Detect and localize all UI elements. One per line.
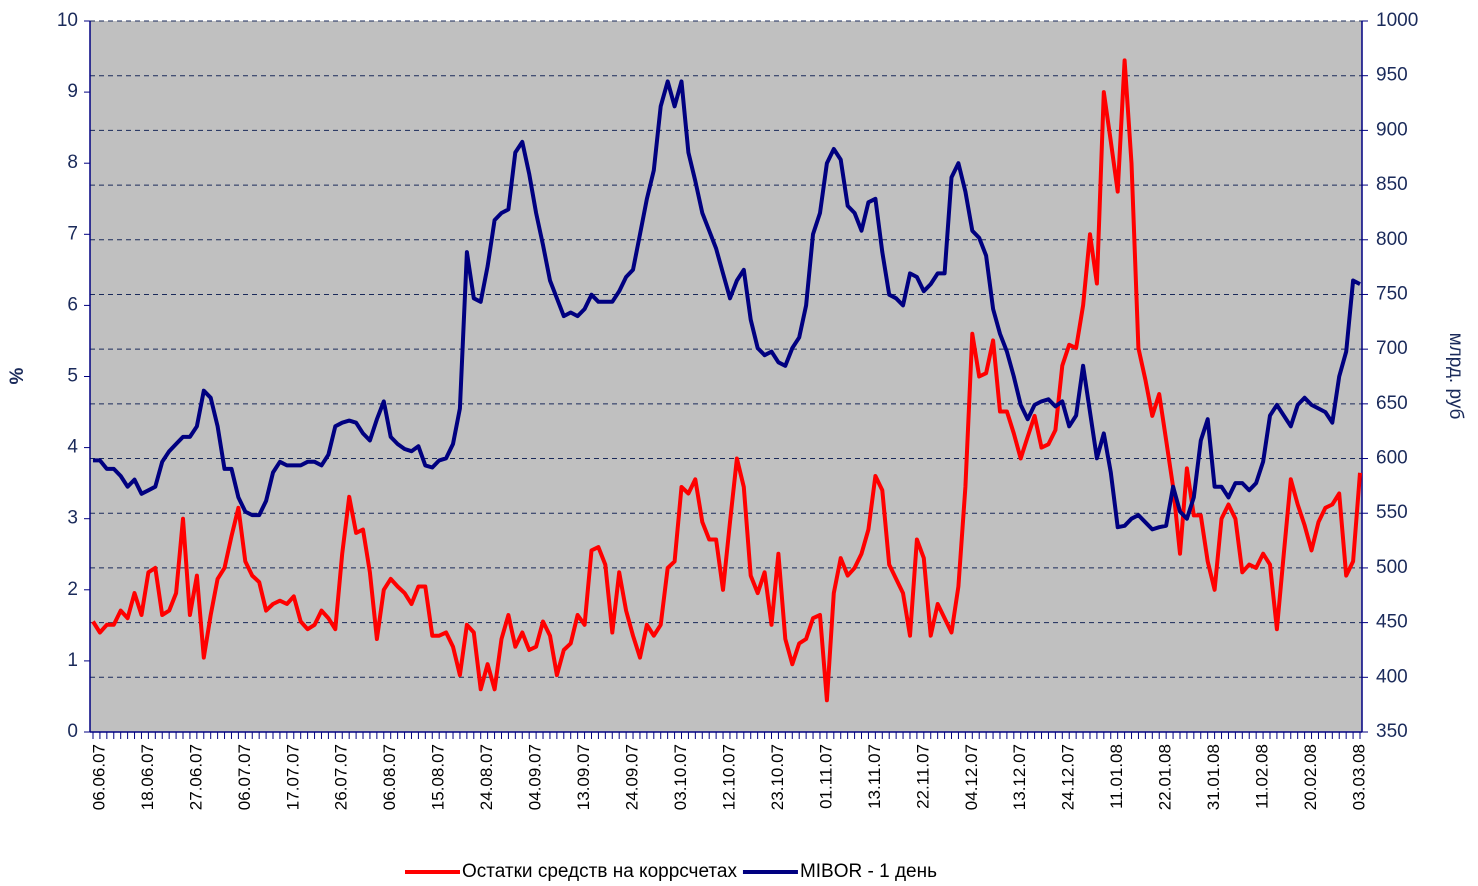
x-tick-label: 03.10.07 [671,744,690,810]
y-tick-label: 1 [67,650,78,671]
y2-tick-label: 500 [1376,557,1408,578]
x-tick-label: 06.07.07 [235,744,254,810]
y-tick-label: 0 [67,721,78,742]
y-tick-label: 2 [67,579,78,600]
x-tick-label: 06.06.07 [89,744,108,810]
x-tick-label: 17.07.07 [283,744,302,810]
x-tick-label: 11.02.08 [1253,744,1272,809]
y2-axis-label: млрд. руб [1445,333,1466,420]
x-tick-label: 22.01.08 [1156,744,1175,810]
x-tick-label: 31.01.08 [1204,744,1223,810]
x-tick-label: 04.12.07 [962,744,981,810]
x-tick-label: 15.08.07 [429,744,448,810]
series-line [91,58,1362,703]
x-tick-label: 13.11.07 [865,744,884,809]
y-tick-label: 5 [67,366,78,387]
x-tick-label: 13.09.07 [574,744,593,810]
y2-tick-label: 850 [1376,174,1408,195]
x-tick-label: 12.10.07 [719,744,738,810]
x-tick-label: 18.06.07 [138,744,157,810]
y-axis-label: % [7,367,28,384]
y2-tick-label: 400 [1376,666,1408,687]
y2-tick-label: 600 [1376,448,1408,469]
x-tick-label: 04.09.07 [526,744,545,810]
legend-label: Остатки средств на коррсчетах [462,861,737,882]
y-tick-label: 9 [67,81,78,102]
series-line [93,79,1361,532]
y-tick-label: 7 [67,223,78,244]
x-tick-label: 06.08.07 [380,744,399,810]
x-tick-label: 03.03.08 [1349,744,1368,810]
y2-tick-label: 450 [1376,612,1408,633]
x-tick-label: 22.11.07 [913,744,932,809]
legend-label: MIBOR - 1 день [800,861,937,882]
y2-tick-label: 650 [1376,393,1408,414]
y-tick-label: 8 [67,152,78,173]
y2-tick-label: 700 [1376,338,1408,359]
x-tick-label: 27.06.07 [186,744,205,810]
x-tick-label: 01.11.07 [816,744,835,809]
x-tick-label: 24.08.07 [477,744,496,810]
y2-tick-label: 350 [1376,721,1408,742]
x-tick-label: 23.10.07 [768,744,787,810]
y-tick-label: 3 [67,508,78,529]
x-tick-label: 11.01.08 [1107,744,1126,809]
y2-tick-label: 550 [1376,502,1408,523]
y2-tick-label: 900 [1376,119,1408,140]
x-tick-label: 24.09.07 [623,744,642,810]
y-tick-label: 4 [67,437,78,458]
y-tick-label: 10 [57,10,78,31]
x-tick-label: 13.12.07 [1010,744,1029,810]
y2-tick-label: 1000 [1376,10,1418,31]
plot-area [90,21,1362,732]
y2-tick-label: 800 [1376,229,1408,250]
y2-tick-label: 750 [1376,283,1408,304]
x-tick-label: 24.12.07 [1059,744,1078,810]
x-tick-label: 26.07.07 [332,744,351,810]
y-tick-label: 6 [67,294,78,315]
y2-tick-label: 950 [1376,65,1408,86]
x-tick-label: 20.02.08 [1301,744,1320,810]
